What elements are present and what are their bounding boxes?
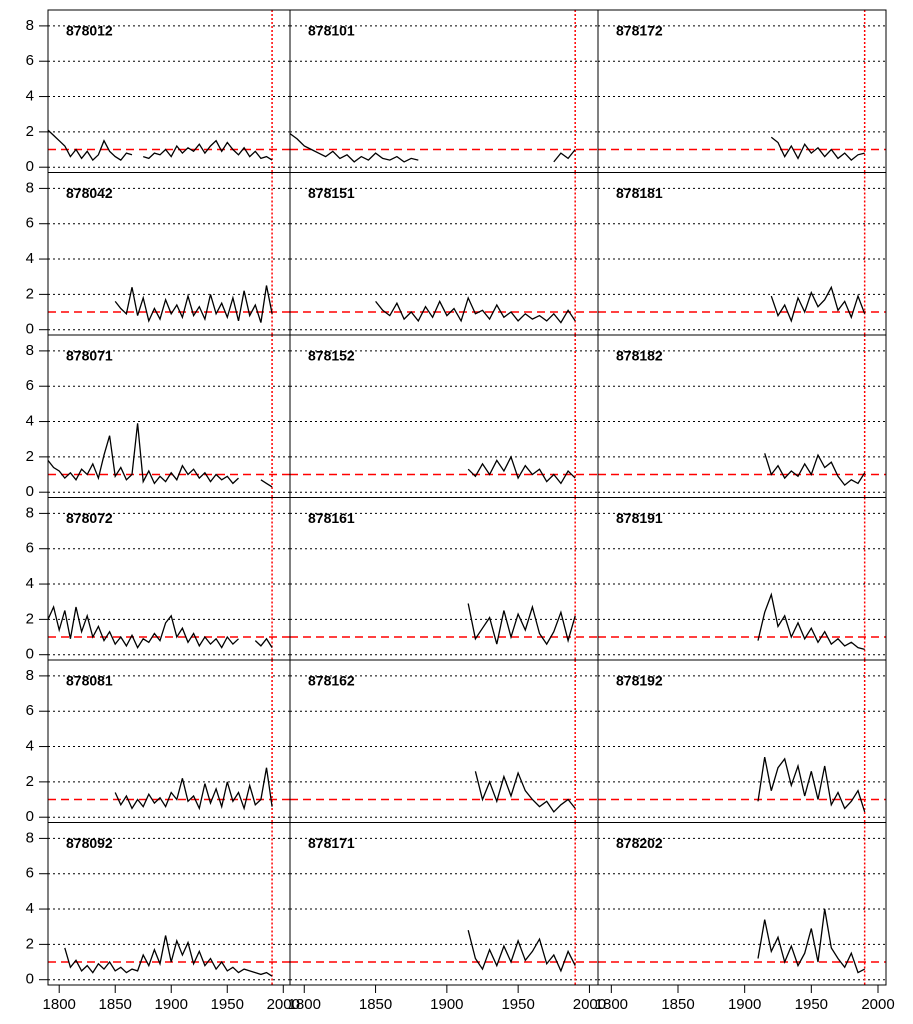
series-line xyxy=(770,285,866,323)
x-tick-label: 1800 xyxy=(595,996,628,1013)
y-tick-label: 2 xyxy=(26,448,34,465)
y-tick-label: 0 xyxy=(26,321,34,338)
panel-title: 878181 xyxy=(616,185,663,201)
y-tick-label: 4 xyxy=(26,900,34,917)
series-line xyxy=(770,136,865,161)
y-tick-label: 6 xyxy=(26,702,34,719)
series-line xyxy=(764,453,866,487)
x-tick-label: 1800 xyxy=(43,996,76,1013)
x-tick-label: 2000 xyxy=(861,996,894,1013)
series-line xyxy=(114,285,273,323)
x-tick-label: 1950 xyxy=(795,996,828,1013)
panel-title: 878071 xyxy=(66,348,113,364)
x-tick-label: 1950 xyxy=(501,996,534,1013)
y-tick-label: 4 xyxy=(26,738,34,755)
panel-title: 878042 xyxy=(66,185,113,201)
x-tick-label: 2000 xyxy=(267,996,300,1013)
y-tick-label: 2 xyxy=(26,773,34,790)
series-line xyxy=(474,771,576,813)
panel-title: 878171 xyxy=(308,835,355,851)
y-tick-label: 2 xyxy=(26,285,34,302)
panel-title: 878151 xyxy=(308,185,355,201)
y-tick-label: 6 xyxy=(26,540,34,557)
y-tick-label: 0 xyxy=(26,483,34,500)
series-line xyxy=(467,455,576,485)
series-line xyxy=(47,423,273,488)
y-tick-label: 8 xyxy=(26,17,34,34)
x-tick-label: 1900 xyxy=(728,996,761,1013)
x-tick-label: 1850 xyxy=(99,996,132,1013)
y-tick-label: 0 xyxy=(26,158,34,175)
y-tick-label: 8 xyxy=(26,504,34,521)
x-tick-label: 1850 xyxy=(359,996,392,1013)
series-line xyxy=(64,935,273,977)
series-line xyxy=(467,930,576,973)
panel-title: 878191 xyxy=(616,510,663,526)
y-tick-label: 0 xyxy=(26,646,34,663)
panel-title: 878162 xyxy=(308,673,355,689)
series-line xyxy=(47,605,273,649)
x-tick-label: 1900 xyxy=(155,996,188,1013)
x-tick-label: 1900 xyxy=(430,996,463,1013)
panel-title: 878202 xyxy=(616,835,663,851)
y-tick-label: 8 xyxy=(26,342,34,359)
panel-title: 878152 xyxy=(308,348,355,364)
y-tick-label: 6 xyxy=(26,865,34,882)
y-tick-label: 4 xyxy=(26,575,34,592)
panel-title: 878172 xyxy=(616,23,663,39)
x-tick-label: 1800 xyxy=(288,996,321,1013)
y-tick-label: 2 xyxy=(26,935,34,952)
y-tick-label: 6 xyxy=(26,215,34,232)
y-tick-label: 6 xyxy=(26,52,34,69)
panel-title: 878072 xyxy=(66,510,113,526)
y-tick-label: 2 xyxy=(26,610,34,627)
x-tick-label: 1950 xyxy=(211,996,244,1013)
y-tick-label: 4 xyxy=(26,413,34,430)
y-tick-label: 4 xyxy=(26,88,34,105)
y-tick-label: 8 xyxy=(26,179,34,196)
panel-title: 878092 xyxy=(66,835,113,851)
y-tick-label: 6 xyxy=(26,377,34,394)
series-line xyxy=(114,767,273,811)
y-tick-label: 8 xyxy=(26,667,34,684)
y-tick-label: 0 xyxy=(26,808,34,825)
panel-title: 878081 xyxy=(66,673,113,689)
series-line xyxy=(757,592,865,651)
y-tick-label: 2 xyxy=(26,123,34,140)
panel-frame xyxy=(597,822,887,986)
x-tick-label: 1850 xyxy=(661,996,694,1013)
series-line xyxy=(47,129,273,162)
y-tick-label: 8 xyxy=(26,829,34,846)
series-line xyxy=(757,756,866,813)
series-line xyxy=(375,296,576,324)
panel-title: 878161 xyxy=(308,510,355,526)
panel-title: 878012 xyxy=(66,23,113,39)
series-line xyxy=(289,133,576,163)
y-tick-label: 0 xyxy=(26,971,34,988)
panel-title: 878101 xyxy=(308,23,355,39)
series-line xyxy=(757,908,866,974)
panel-title: 878182 xyxy=(616,348,663,364)
series-line xyxy=(467,603,576,646)
panel-title: 878192 xyxy=(616,673,663,689)
y-tick-label: 4 xyxy=(26,250,34,267)
x-tick-label: 2000 xyxy=(573,996,606,1013)
